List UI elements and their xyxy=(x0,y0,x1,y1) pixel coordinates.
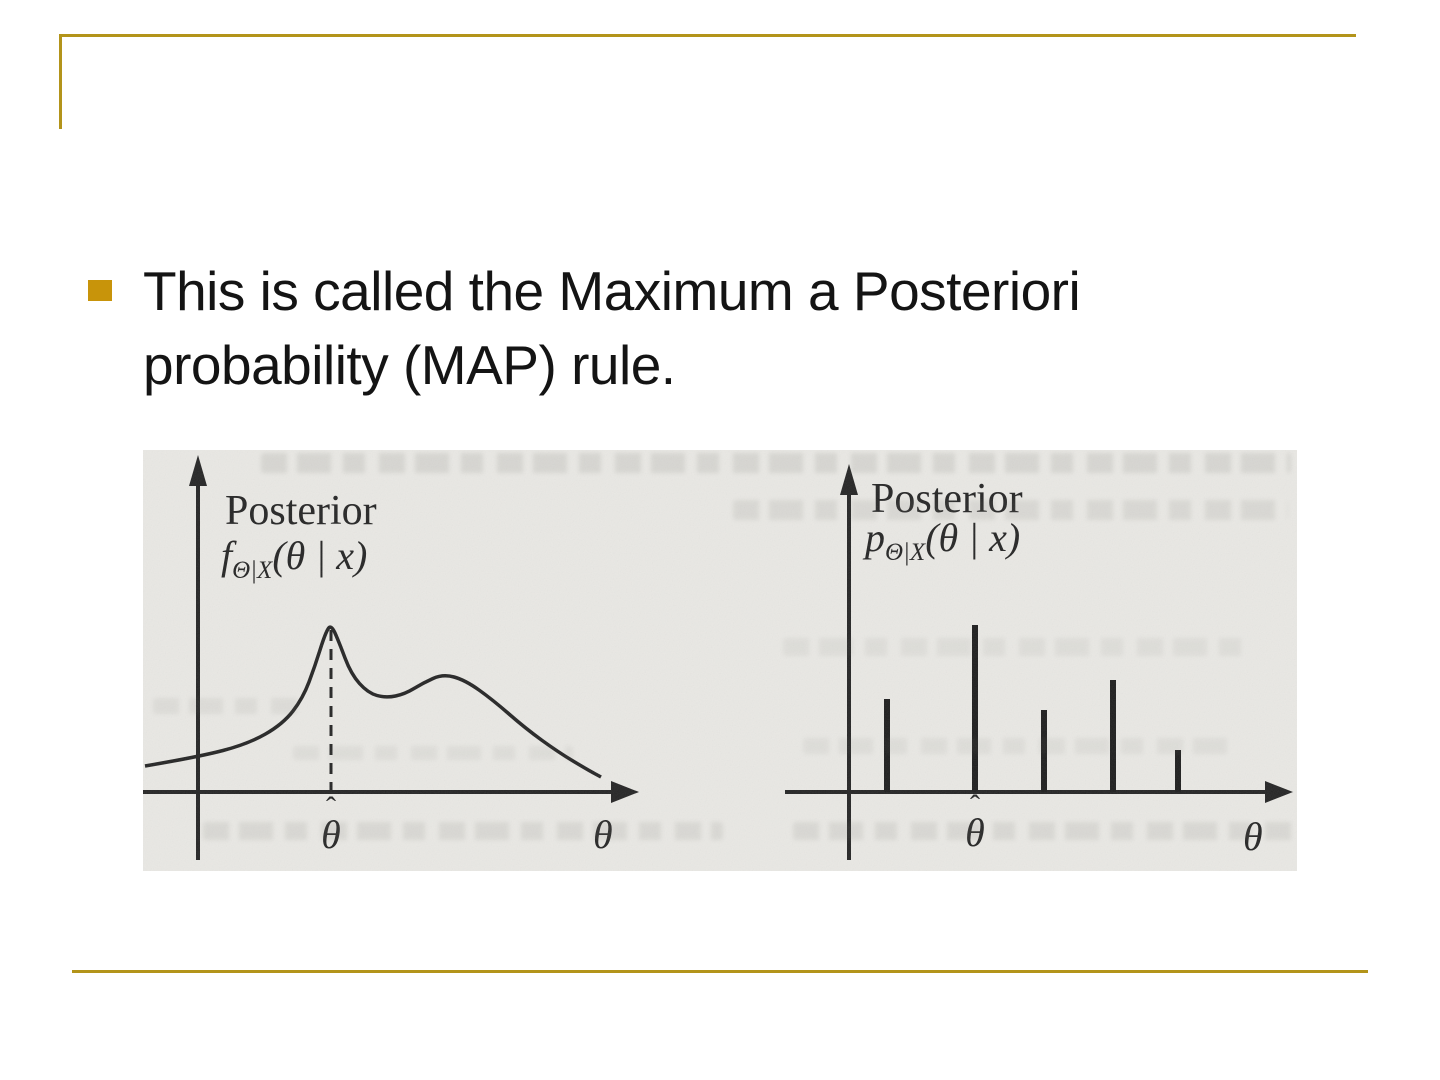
density-arguments: (θ | x) xyxy=(272,533,368,578)
bleed-through-smudge xyxy=(153,698,303,714)
left-x-axis-arrowhead xyxy=(611,781,639,803)
right-x-axis-arrowhead xyxy=(1265,781,1293,803)
pmf-stem xyxy=(1175,750,1181,792)
figure-image: Posterior fΘ|X(θ | x) ˆ θ θ Posterior pΘ… xyxy=(143,450,1297,871)
left-plot-axes xyxy=(143,480,613,860)
bleed-through-smudge xyxy=(203,822,723,840)
density-function-letter: f xyxy=(221,533,233,578)
left-y-axis-arrowhead xyxy=(189,455,207,486)
bleed-through-smudge xyxy=(793,822,1293,840)
density-function-letter: p xyxy=(865,515,885,560)
bleed-through-smudge xyxy=(261,453,1291,473)
left-plot-title: Posterior xyxy=(225,488,377,534)
bleed-through-smudge xyxy=(733,500,1288,520)
density-subscript: Θ|X xyxy=(885,539,926,566)
bullet-square-marker xyxy=(88,280,112,301)
bleed-through-smudge xyxy=(783,638,1253,656)
bleed-through-smudge xyxy=(293,746,573,760)
bullet-text: This is called the Maximum a Posteriori … xyxy=(143,260,1081,396)
bottom-accent-line xyxy=(72,970,1368,973)
pmf-stem xyxy=(1110,680,1116,792)
right-plot-axes xyxy=(785,490,1267,860)
right-plot-density-label: pΘ|X(θ | x) xyxy=(865,516,1020,575)
left-plot-density-label: fΘ|X(θ | x) xyxy=(221,534,367,593)
density-subscript: Θ|X xyxy=(232,557,273,584)
top-accent-corner-tail xyxy=(59,34,62,129)
bleed-through-smudge xyxy=(803,738,1233,754)
density-arguments: (θ | x) xyxy=(925,515,1021,560)
top-accent-line xyxy=(59,34,1356,37)
